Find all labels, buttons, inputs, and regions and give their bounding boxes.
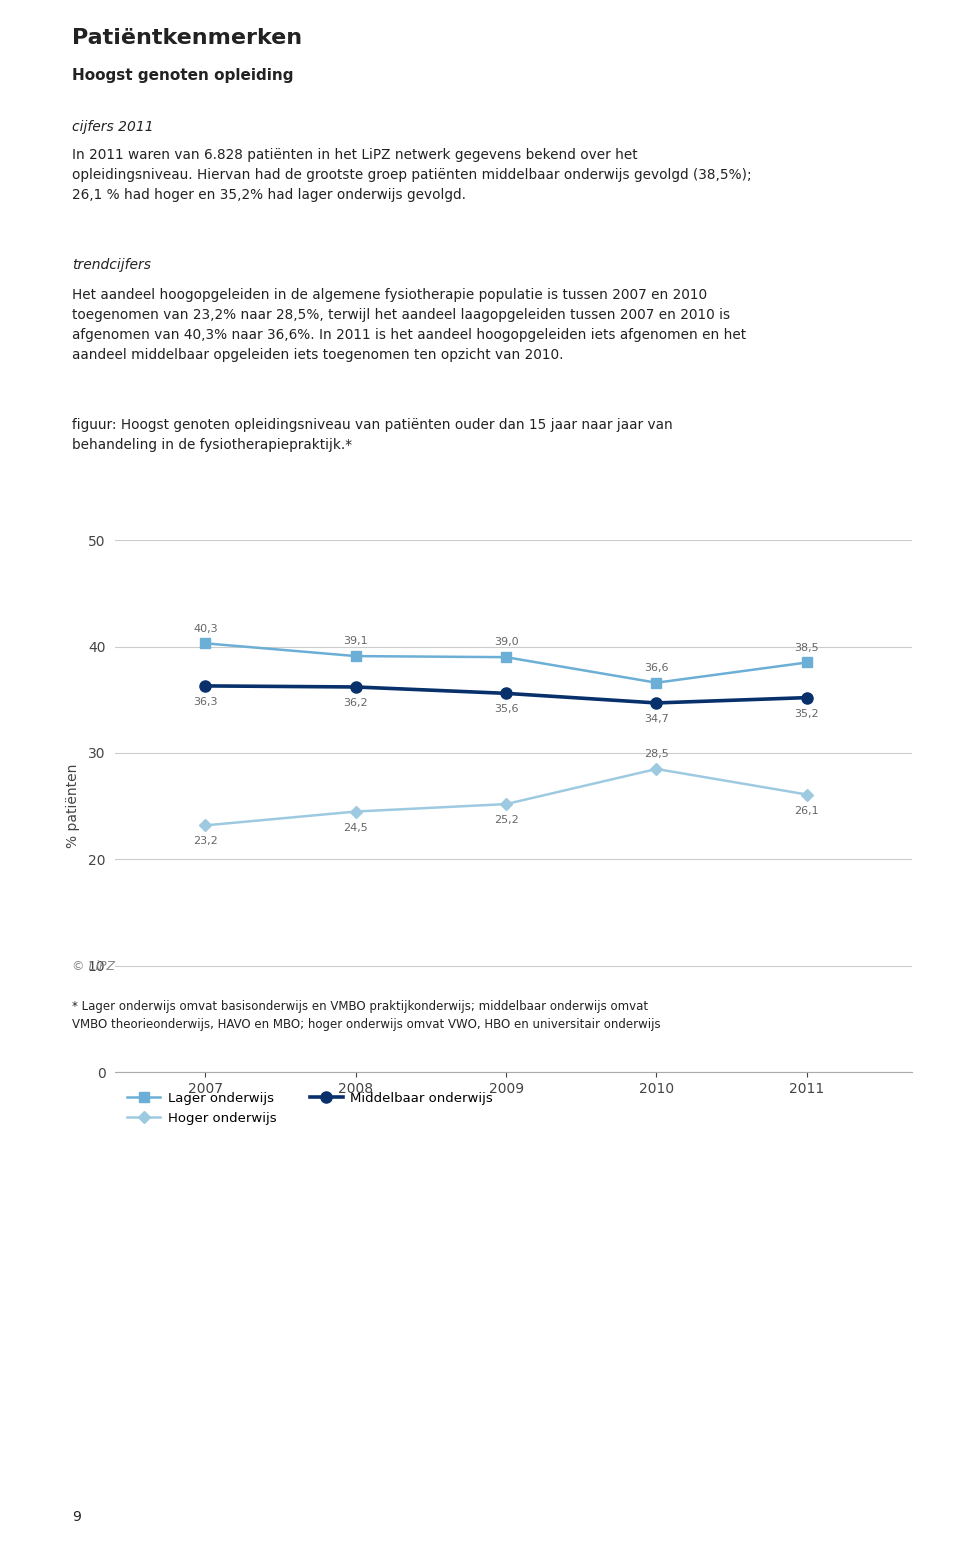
Text: In 2011 waren van 6.828 patiënten in het LiPZ netwerk gegevens bekend over het
o: In 2011 waren van 6.828 patiënten in het… — [72, 148, 752, 202]
Text: * Lager onderwijs omvat basisonderwijs en VMBO praktijkonderwijs; middelbaar ond: * Lager onderwijs omvat basisonderwijs e… — [72, 1000, 660, 1031]
Text: 40,3: 40,3 — [193, 623, 218, 634]
Text: 38,5: 38,5 — [795, 643, 819, 653]
Legend: Lager onderwijs, Hoger onderwijs, Middelbaar onderwijs: Lager onderwijs, Hoger onderwijs, Middel… — [122, 1086, 498, 1129]
Text: © LiPZ: © LiPZ — [72, 960, 115, 974]
Text: trendcijfers: trendcijfers — [72, 258, 151, 272]
Text: 39,0: 39,0 — [493, 637, 518, 648]
Text: 34,7: 34,7 — [644, 714, 669, 724]
Text: 24,5: 24,5 — [344, 822, 368, 833]
Text: 26,1: 26,1 — [795, 805, 819, 816]
Text: cijfers 2011: cijfers 2011 — [72, 120, 154, 134]
Text: 35,6: 35,6 — [493, 705, 518, 714]
Y-axis label: % patiënten: % patiënten — [65, 764, 80, 849]
Text: Hoogst genoten opleiding: Hoogst genoten opleiding — [72, 68, 294, 83]
Text: 23,2: 23,2 — [193, 836, 218, 847]
Text: 9: 9 — [72, 1511, 81, 1524]
Text: figuur: Hoogst genoten opleidingsniveau van patiënten ouder dan 15 jaar naar jaa: figuur: Hoogst genoten opleidingsniveau … — [72, 418, 673, 452]
Text: 36,3: 36,3 — [193, 697, 218, 707]
Text: 35,2: 35,2 — [795, 708, 819, 719]
Text: 36,2: 36,2 — [344, 697, 368, 708]
Text: Patiëntkenmerken: Patiëntkenmerken — [72, 28, 302, 48]
Text: 28,5: 28,5 — [644, 750, 669, 759]
Text: 36,6: 36,6 — [644, 663, 669, 673]
Text: 25,2: 25,2 — [493, 815, 518, 826]
Text: 39,1: 39,1 — [344, 636, 368, 647]
Text: Het aandeel hoogopgeleiden in de algemene fysiotherapie populatie is tussen 2007: Het aandeel hoogopgeleiden in de algemen… — [72, 289, 746, 363]
